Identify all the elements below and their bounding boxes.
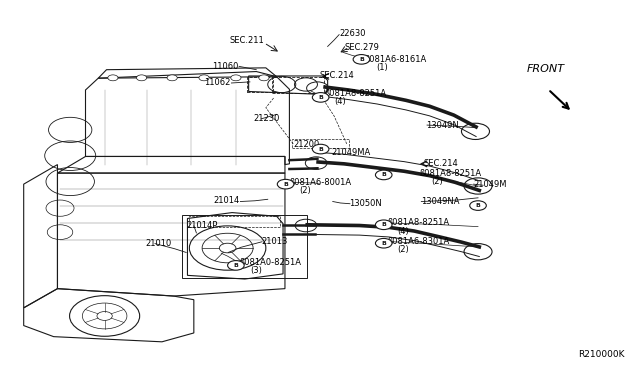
Circle shape [312, 144, 329, 154]
Text: SEC.211: SEC.211 [229, 36, 264, 45]
Text: B: B [476, 203, 481, 208]
Text: 13049N: 13049N [426, 121, 459, 129]
Text: SEC.214: SEC.214 [424, 159, 459, 169]
Text: SEC.214: SEC.214 [320, 71, 355, 80]
Text: B: B [381, 173, 386, 177]
Circle shape [199, 75, 209, 81]
Text: ß081A8-8251A: ß081A8-8251A [419, 169, 481, 178]
Text: 21013: 21013 [261, 237, 288, 246]
Text: 21049MA: 21049MA [332, 148, 371, 157]
Text: (4): (4) [335, 97, 346, 106]
Text: (3): (3) [250, 266, 262, 275]
Circle shape [167, 75, 177, 81]
Text: (4): (4) [397, 227, 410, 235]
Text: 21049M: 21049M [473, 180, 506, 189]
Circle shape [470, 201, 486, 211]
Circle shape [376, 220, 392, 230]
Text: B: B [381, 241, 386, 246]
Text: FRONT: FRONT [527, 64, 564, 74]
Text: B: B [381, 222, 386, 227]
Text: B: B [318, 147, 323, 151]
Text: ß081A0-8251A: ß081A0-8251A [240, 258, 301, 267]
Text: B: B [234, 263, 238, 268]
Text: ß081A6-8161A: ß081A6-8161A [365, 55, 427, 64]
Text: 13050N: 13050N [349, 199, 382, 208]
Text: ß081A8-8251A: ß081A8-8251A [387, 218, 449, 227]
Circle shape [277, 179, 294, 189]
Text: 11060: 11060 [212, 61, 239, 71]
Circle shape [231, 75, 241, 81]
Text: ß081A8-8251A: ß081A8-8251A [324, 89, 386, 98]
Text: 21200: 21200 [293, 140, 319, 149]
Text: (1): (1) [376, 63, 388, 72]
Circle shape [312, 93, 329, 102]
Circle shape [353, 55, 370, 64]
Text: (2): (2) [300, 186, 311, 195]
Text: 21010: 21010 [145, 239, 172, 248]
Text: 21014P: 21014P [187, 221, 218, 230]
Circle shape [376, 238, 392, 248]
Circle shape [136, 75, 147, 81]
Bar [292, 140, 349, 148]
Circle shape [259, 75, 269, 81]
Text: ß081A6-8301A: ß081A6-8301A [387, 237, 449, 246]
Text: SEC.279: SEC.279 [344, 43, 379, 52]
Bar [272, 77, 324, 93]
Text: 22630: 22630 [339, 29, 365, 38]
Text: 21014: 21014 [214, 196, 240, 205]
Text: ß081A6-8001A: ß081A6-8001A [289, 178, 351, 187]
Text: B: B [318, 95, 323, 100]
Bar [182, 215, 307, 278]
Bar [246, 77, 273, 92]
Text: B: B [359, 57, 364, 62]
Text: (2): (2) [431, 177, 443, 186]
Circle shape [108, 75, 118, 81]
Circle shape [376, 170, 392, 180]
Text: (2): (2) [397, 245, 410, 254]
Circle shape [228, 260, 244, 270]
Bar [189, 215, 280, 227]
Text: 11062: 11062 [204, 78, 231, 87]
Text: 13049NA: 13049NA [420, 198, 459, 206]
Text: R210000K: R210000K [578, 350, 625, 359]
Text: B: B [283, 182, 288, 187]
Text: 21230: 21230 [253, 114, 280, 123]
